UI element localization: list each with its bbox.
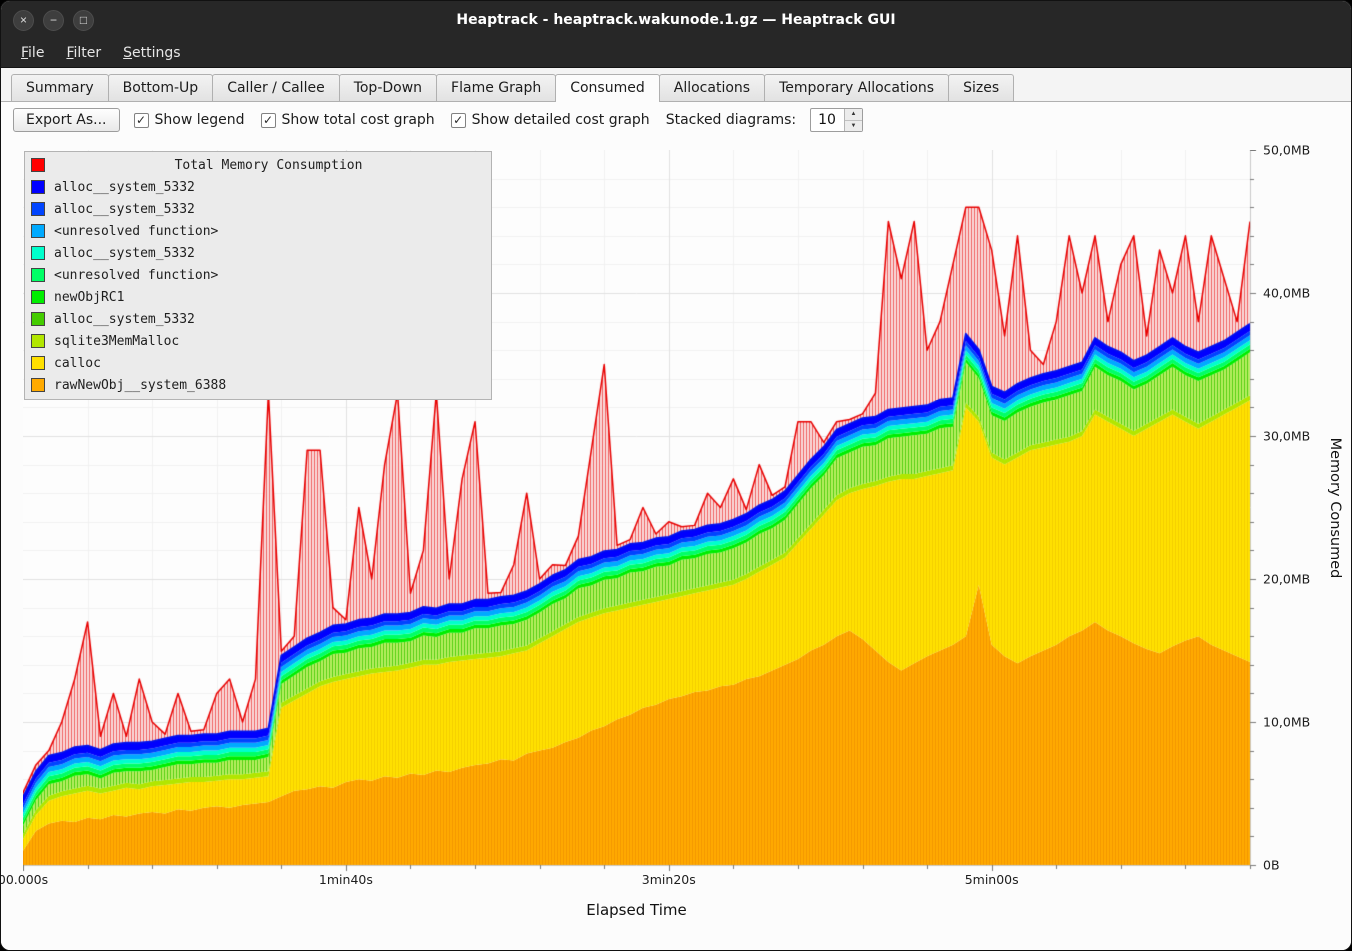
legend-label: sqlite3MemMalloc (54, 333, 180, 349)
legend-label: newObjRC1 (54, 289, 125, 305)
spin-buttons: ▲ ▼ (843, 109, 862, 131)
menu-file[interactable]: File (21, 45, 45, 61)
legend-label: alloc__system_5332 (54, 311, 195, 327)
legend-swatch (31, 312, 45, 326)
legend-label: alloc__system_5332 (54, 201, 195, 217)
y-tick-label: 20,0MB (1263, 571, 1311, 587)
legend-label: calloc (54, 355, 101, 371)
y-tick-label: 0B (1263, 857, 1280, 873)
legend-label: rawNewObj__system_6388 (54, 377, 227, 393)
x-axis-title: Elapsed Time (586, 901, 687, 919)
legend-label: alloc__system_5332 (54, 179, 195, 195)
legend-label: alloc__system_5332 (54, 245, 195, 261)
legend-title-row: Total Memory Consumption (25, 154, 491, 176)
minimize-button[interactable]: − (43, 9, 64, 31)
close-button[interactable]: × (13, 9, 34, 31)
legend-label: <unresolved function> (54, 223, 219, 239)
stacked-diagrams-value: 10 (818, 112, 836, 128)
menu-settings[interactable]: Settings (123, 45, 181, 61)
legend-swatch (31, 268, 45, 282)
checkbox-label: Show detailed cost graph (471, 112, 650, 128)
legend-item: alloc__system_5332 (25, 308, 491, 330)
legend-swatch (31, 378, 45, 392)
spin-up-button[interactable]: ▲ (844, 109, 862, 121)
tab-temporary-allocations[interactable]: Temporary Allocations (764, 74, 950, 101)
menubar: File Filter Settings (1, 39, 1351, 68)
checkbox-checked-icon: ✓ (260, 112, 276, 128)
legend-title: Total Memory Consumption (174, 157, 363, 173)
legend-items: alloc__system_5332 alloc__system_5332 <unr… (25, 176, 491, 396)
checkbox-checked-icon: ✓ (450, 112, 466, 128)
checkbox-checked-icon: ✓ (133, 112, 149, 128)
legend-item: <unresolved function> (25, 264, 491, 286)
legend-swatch (31, 334, 45, 348)
legend-swatch (31, 202, 45, 216)
legend-swatch (31, 246, 45, 260)
legend-item: rawNewObj__system_6388 (25, 374, 491, 396)
minimize-icon: − (49, 13, 57, 27)
y-tick-label: 30,0MB (1263, 428, 1311, 444)
close-icon: × (19, 13, 27, 27)
legend-title-swatch (31, 158, 45, 172)
legend-item: <unresolved function> (25, 220, 491, 242)
legend-label: <unresolved function> (54, 267, 219, 283)
legend-item: alloc__system_5332 (25, 176, 491, 198)
chart-legend: Total Memory Consumption alloc__system_5… (24, 151, 492, 400)
toolbar: Export As... ✓ Show legend ✓ Show total cos… (1, 102, 1351, 138)
stacked-diagrams-label: Stacked diagrams: (665, 112, 797, 128)
tab-caller-callee[interactable]: Caller / Callee (212, 74, 340, 101)
spin-down-icon: ▼ (850, 122, 857, 129)
legend-swatch (31, 224, 45, 238)
checkbox-show-total-cost-graph[interactable]: ✓ Show total cost graph (260, 112, 435, 128)
tab-allocations[interactable]: Allocations (658, 74, 766, 101)
checkbox-label: Show legend (154, 112, 245, 128)
checkbox-show-legend[interactable]: ✓ Show legend (133, 112, 245, 128)
maximize-icon: □ (79, 13, 88, 27)
y-tick-label: 10,0MB (1263, 714, 1311, 730)
tab-flame-graph[interactable]: Flame Graph (436, 74, 557, 101)
y-axis-title: Memory Consumed (1327, 437, 1343, 578)
export-as-button[interactable]: Export As... (13, 108, 120, 132)
tab-bar: Summary Bottom-Up Caller / Callee Top-Down F… (1, 68, 1351, 102)
stacked-diagrams-spinbox[interactable]: 10 ▲ ▼ (810, 108, 863, 132)
y-tick-label: 50,0MB (1263, 142, 1311, 158)
y-tick-label: 40,0MB (1263, 285, 1311, 301)
checkbox-show-detailed-cost-graph[interactable]: ✓ Show detailed cost graph (450, 112, 650, 128)
tab-consumed[interactable]: Consumed (555, 74, 660, 102)
x-tick-label: 1min40s (318, 872, 373, 887)
x-tick-label: 5min00s (964, 872, 1019, 887)
legend-item: newObjRC1 (25, 286, 491, 308)
chart-area: Total Memory Consumption alloc__system_5… (1, 138, 1351, 950)
maximize-button[interactable]: □ (73, 9, 94, 31)
x-tick-label: 3min20s (641, 872, 696, 887)
checkbox-label: Show total cost graph (281, 112, 435, 128)
legend-swatch (31, 290, 45, 304)
legend-item: calloc (25, 352, 491, 374)
legend-item: alloc__system_5332 (25, 198, 491, 220)
x-tick-label: 00.000s (0, 872, 49, 887)
checkbox-group: ✓ Show legend ✓ Show total cost graph ✓ Show … (133, 112, 650, 128)
tab-bottom-up[interactable]: Bottom-Up (107, 74, 214, 101)
spin-down-button[interactable]: ▼ (844, 120, 862, 131)
legend-swatch (31, 180, 45, 194)
legend-item: alloc__system_5332 (25, 242, 491, 264)
spin-up-icon: ▲ (850, 111, 857, 118)
window-title: Heaptrack - heaptrack.wakunode.1.gz — He… (456, 12, 896, 28)
legend-item: sqlite3MemMalloc (25, 330, 491, 352)
tab-summary[interactable]: Summary (11, 74, 109, 101)
titlebar[interactable]: × − □ Heaptrack - heaptrack.wakunode.1.g… (1, 1, 1351, 39)
tab-sizes[interactable]: Sizes (948, 74, 1015, 101)
menu-filter[interactable]: Filter (66, 45, 102, 61)
legend-swatch (31, 356, 45, 370)
window-controls: × − □ (1, 9, 94, 31)
tab-top-down[interactable]: Top-Down (338, 74, 438, 101)
